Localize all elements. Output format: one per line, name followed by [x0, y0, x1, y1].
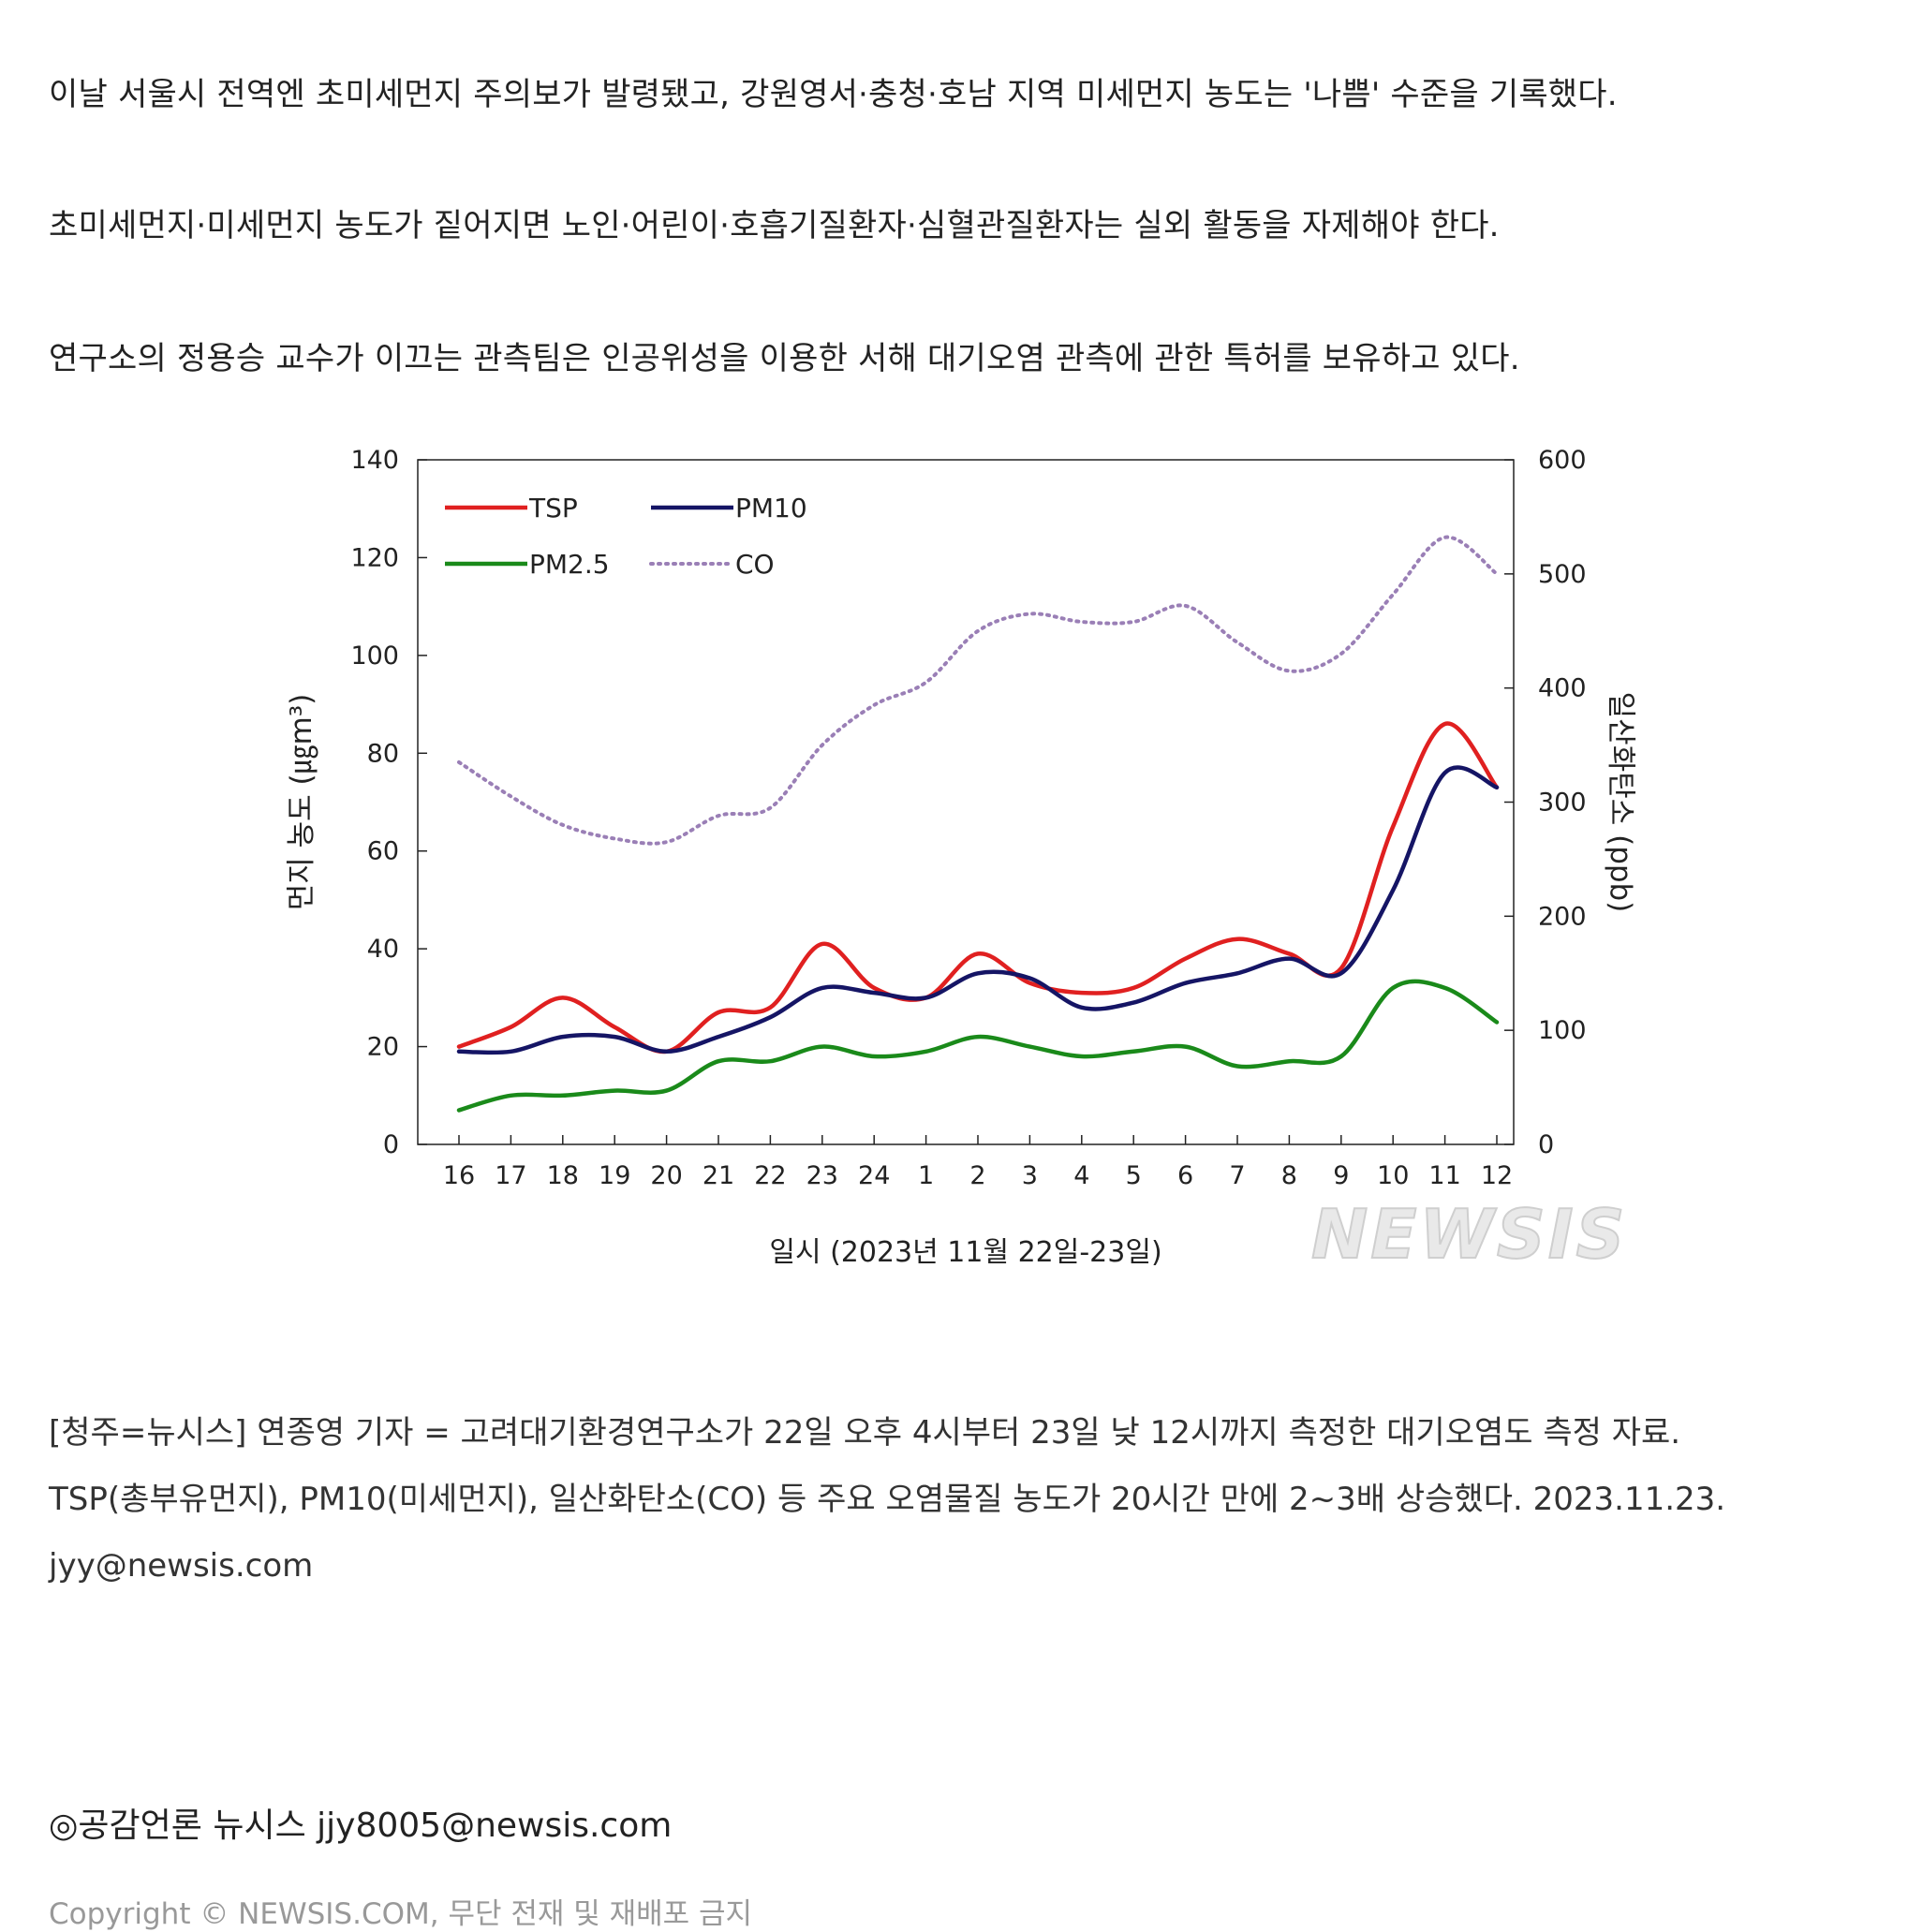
- y2-axis-label: 일산화탄소 (ppb): [1604, 692, 1637, 913]
- newsis-watermark: NEWSIS: [1311, 1195, 1627, 1274]
- y2-tick-label: 500: [1538, 560, 1587, 589]
- y-tick-label: 0: [383, 1130, 399, 1159]
- legend-label: CO: [735, 549, 775, 580]
- x-tick-label: 5: [1126, 1161, 1142, 1190]
- y-tick-label: 120: [350, 543, 399, 572]
- x-tick-label: 4: [1073, 1161, 1089, 1190]
- x-tick-label: 19: [599, 1161, 630, 1190]
- y-tick-label: 80: [367, 739, 399, 768]
- x-tick-label: 16: [443, 1161, 475, 1190]
- x-tick-label: 17: [495, 1161, 526, 1190]
- x-tick-label: 6: [1177, 1161, 1193, 1190]
- x-tick-label: 2: [969, 1161, 985, 1190]
- legend-label: TSP: [528, 493, 578, 524]
- byline: ◎공감언론 뉴시스 jjy8005@newsis.com: [49, 1807, 673, 1845]
- x-tick-label: 24: [858, 1161, 890, 1190]
- y-tick-label: 20: [367, 1033, 399, 1062]
- caption-email: jyy@newsis.com: [49, 1547, 314, 1585]
- x-tick-label: 10: [1377, 1161, 1409, 1190]
- y2-tick-label: 200: [1538, 902, 1587, 931]
- x-tick-label: 8: [1281, 1161, 1297, 1190]
- legend-label: PM2.5: [529, 549, 610, 580]
- legend-label: PM10: [735, 493, 807, 524]
- y2-tick-label: 100: [1538, 1016, 1587, 1045]
- x-tick-label: 21: [703, 1161, 734, 1190]
- series-line-co: [457, 535, 1499, 846]
- y2-tick-label: 400: [1538, 674, 1587, 703]
- caption-line: TSP(총부유먼지), PM10(미세먼지), 일산화탄소(CO) 등 주요 오…: [49, 1481, 1726, 1518]
- y-tick-label: 140: [350, 446, 399, 475]
- y2-tick-label: 600: [1538, 446, 1587, 475]
- y2-tick-label: 0: [1538, 1130, 1554, 1159]
- series-line-pm10: [456, 765, 1500, 1055]
- y-tick-label: 100: [350, 642, 399, 671]
- copyright-notice: Copyright © NEWSIS.COM, 무단 전재 및 재배포 금지: [49, 1897, 753, 1931]
- photo-caption: [청주=뉴시스] 연종영 기자 = 고려대기환경연구소가 22일 오후 4시부터…: [49, 1400, 1725, 1600]
- series-line-pm25: [456, 979, 1500, 1113]
- x-tick-label: 11: [1428, 1161, 1460, 1190]
- y-tick-label: 60: [367, 837, 399, 866]
- x-tick-label: 18: [547, 1161, 579, 1190]
- y-axis-label: 먼지 농도 (㎍m³): [285, 694, 318, 911]
- x-tick-label: 23: [806, 1161, 838, 1190]
- x-tick-label: 9: [1333, 1161, 1349, 1190]
- air-pollution-chart-image: 0 20 40 60 80 100 120 140 0 100 200 300 400 500 600 16 1…: [253, 426, 1667, 1320]
- article-paragraph: 초미세먼지·미세먼지 농도가 짙어지면 노인·어린이·호흡기질환자·심혈관질환자…: [49, 207, 1500, 244]
- y2-tick-label: 300: [1538, 789, 1587, 818]
- article-paragraph: 이날 서울시 전역엔 초미세먼지 주의보가 발령됐고, 강원영서·충청·호남 지…: [49, 76, 1618, 113]
- x-tick-label: 20: [650, 1161, 682, 1190]
- series-line-tsp: [456, 721, 1500, 1054]
- x-tick-label: 3: [1022, 1161, 1038, 1190]
- x-tick-label: 1: [918, 1161, 934, 1190]
- x-axis-label: 일시 (2023년 11월 22일-23일): [769, 1236, 1161, 1269]
- caption-line: [청주=뉴시스] 연종영 기자 = 고려대기환경연구소가 22일 오후 4시부터…: [49, 1414, 1681, 1452]
- x-tick-label: 22: [754, 1161, 786, 1190]
- article-paragraph: 연구소의 정용승 교수가 이끄는 관측팀은 인공위성을 이용한 서해 대기오염 …: [49, 340, 1520, 377]
- y-tick-label: 40: [367, 935, 399, 964]
- x-tick-label: 12: [1481, 1161, 1513, 1190]
- x-tick-label: 7: [1229, 1161, 1245, 1190]
